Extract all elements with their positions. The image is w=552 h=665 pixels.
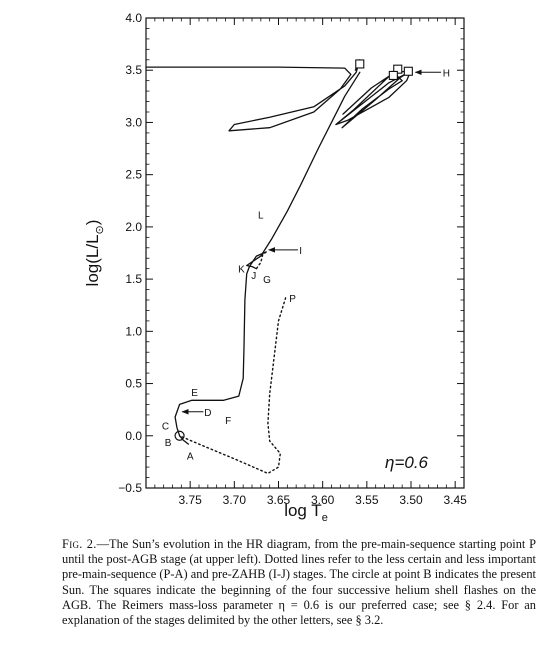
stage-label-j: J xyxy=(251,271,256,282)
y-tick-label: 2.0 xyxy=(125,220,142,234)
y-tick-label: 3.0 xyxy=(125,115,142,129)
present-sun-circle-marker xyxy=(174,430,185,441)
track-markers xyxy=(174,59,413,441)
axis-tick-labels: 3.75 3.70 3.65 3.60 3.55 3.50 3.45 −0.5 0.0 0.5 1.… xyxy=(118,11,467,507)
x-axis-label: log Te xyxy=(284,501,328,524)
x-tick-label: 3.75 xyxy=(178,493,202,507)
stage-label-k: K xyxy=(238,265,245,276)
stage-label-h: H xyxy=(443,68,450,79)
stage-label-e: E xyxy=(191,388,198,399)
label-arrows xyxy=(181,69,442,415)
plot-frame xyxy=(145,17,465,489)
stage-label-a: A xyxy=(187,452,194,463)
helium-flash-square-marker xyxy=(403,66,413,76)
stage-label-f: F xyxy=(225,416,231,427)
helium-flash-square-marker xyxy=(388,70,398,80)
stage-label-p: P xyxy=(289,294,296,305)
x-tick-label: 3.45 xyxy=(443,493,467,507)
stage-label-g: G xyxy=(263,275,271,286)
stage-label-b: B xyxy=(165,438,172,449)
x-tick-label: 3.50 xyxy=(399,493,423,507)
x-tick-label: 3.60 xyxy=(311,493,335,507)
dotted-track-segment-3 xyxy=(255,251,267,270)
stage-label-c: C xyxy=(162,421,169,432)
y-tick-label: 4.0 xyxy=(125,11,142,25)
figure-caption-label: Fig. 2. xyxy=(62,537,97,551)
helium-flash-square-marker xyxy=(355,59,365,69)
solid-track-segment-4 xyxy=(246,71,361,270)
stage-label-i: I xyxy=(299,246,302,257)
y-tick-label: 0.5 xyxy=(125,377,142,391)
y-tick-label: 0.0 xyxy=(125,429,142,443)
stage-label-l: L xyxy=(258,210,264,221)
x-tick-label: 3.70 xyxy=(223,493,247,507)
axis-ticks xyxy=(145,17,465,489)
y-axis-label: log(L/L⊙) xyxy=(83,220,106,287)
x-tick-label: 3.55 xyxy=(355,493,379,507)
y-tick-label: 1.0 xyxy=(125,324,142,338)
dotted-track-segment-0 xyxy=(178,297,287,475)
solid-track-segment-6 xyxy=(145,59,361,132)
figure-caption-text: —The Sun’s evolution in the HR diagram, … xyxy=(62,537,536,628)
hr-diagram-chart: 3.75 3.70 3.65 3.60 3.55 3.50 3.45 −0.5 0.0 0.5 1.… xyxy=(83,11,467,524)
x-tick-label: 3.65 xyxy=(267,493,291,507)
y-tick-label: 2.5 xyxy=(125,168,142,182)
solid-track-segment-1 xyxy=(178,435,190,445)
stage-label-d: D xyxy=(204,408,211,419)
y-tick-label: 3.5 xyxy=(125,63,142,77)
eta-annotation: η=0.6 xyxy=(385,453,429,472)
y-tick-label: −0.5 xyxy=(118,481,142,495)
stage-labels: A BC DE F G I JK L P H xyxy=(162,68,450,462)
figure-caption: Fig. 2.—The Sun’s evolution in the HR di… xyxy=(62,537,536,628)
solid-track-segment-2 xyxy=(174,251,267,437)
y-tick-label: 1.5 xyxy=(125,272,142,286)
